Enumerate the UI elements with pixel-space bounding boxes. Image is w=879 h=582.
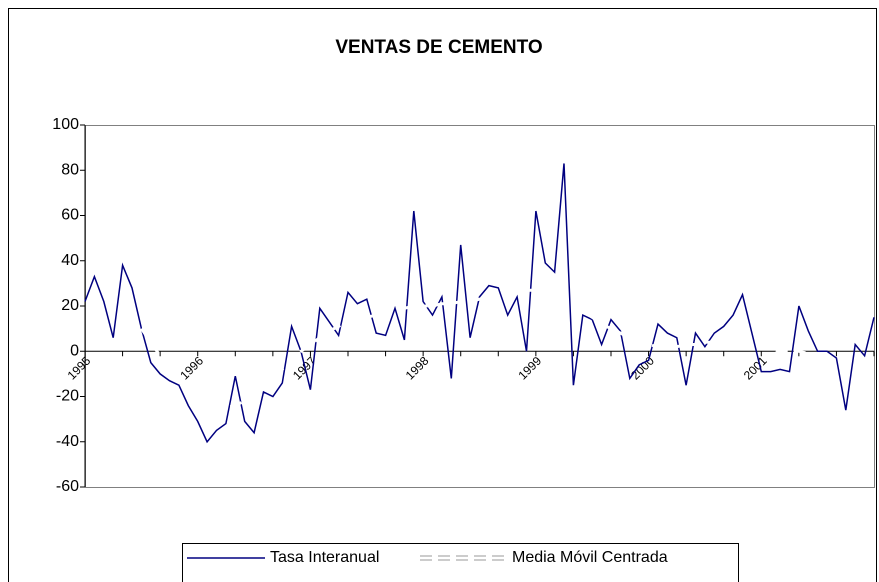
- legend-label: Tasa Interanual: [270, 549, 379, 566]
- y-tick-label: 80: [61, 161, 79, 178]
- y-tick-label: -40: [56, 433, 79, 450]
- chart-title: VENTAS DE CEMENTO: [335, 37, 542, 58]
- plot-area: [85, 125, 875, 488]
- y-tick-label: 20: [61, 297, 79, 314]
- legend: [182, 543, 739, 582]
- y-tick-label: 40: [61, 252, 79, 269]
- legend-label: Media Móvil Centrada: [512, 549, 668, 566]
- y-tick-label: 0: [70, 342, 79, 359]
- y-tick-label: 60: [61, 207, 79, 224]
- line-series: [84, 163, 875, 444]
- line-series: [140, 288, 818, 410]
- y-tick-label: -60: [56, 478, 79, 495]
- y-tick-label: -20: [56, 388, 79, 405]
- y-tick-label: 100: [52, 116, 79, 133]
